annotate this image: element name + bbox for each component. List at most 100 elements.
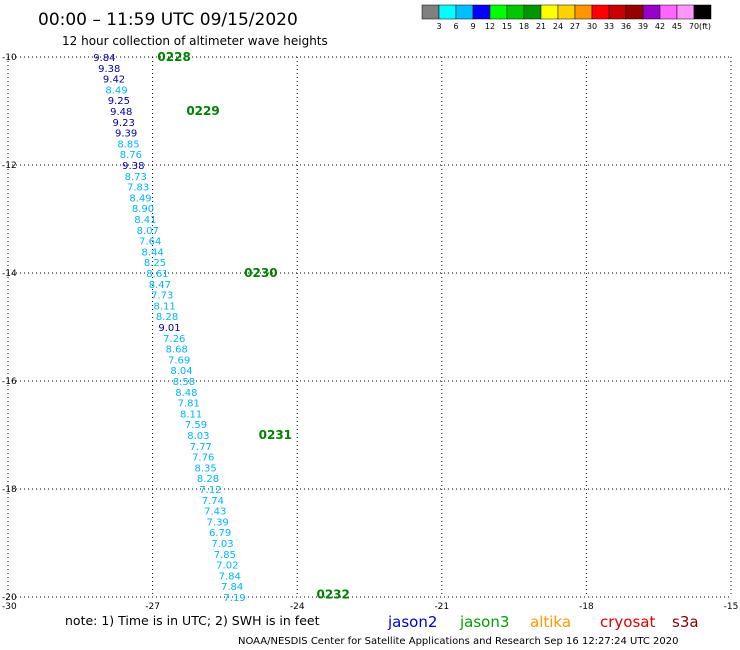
swh-value-label: 7.59 [185, 420, 207, 431]
swh-value-label: 8.07 [137, 226, 159, 237]
legend-jason2: jason2 [387, 613, 437, 631]
time-label: 0232 [316, 587, 349, 601]
color-scale-swatch [472, 4, 491, 20]
color-scale-label: 45 [672, 22, 682, 31]
color-scale-label: 70 [689, 22, 699, 31]
swh-value-label: 8.76 [120, 150, 142, 161]
swh-value-label: 7.83 [127, 183, 149, 194]
swh-value-label: 8.03 [187, 431, 209, 442]
time-label: 0229 [186, 104, 219, 118]
swh-value-label: 8.28 [156, 312, 178, 323]
swh-value-label: 8.11 [180, 409, 202, 420]
swh-value-label: 8.90 [132, 204, 154, 215]
swh-value-label: 7.84 [219, 571, 241, 582]
color-scale-swatch [642, 4, 661, 20]
color-scale-unit: (ft) [699, 22, 711, 31]
color-scale-swatch [438, 4, 457, 20]
swh-value-label: 8.68 [166, 345, 188, 356]
color-scale-label: 15 [502, 22, 512, 31]
swh-value-label: 9.38 [122, 161, 144, 172]
axis-ticks: -10 -12 -14 -16 -18 -20 -27 -24 -21 -18 -15 -30 [2, 53, 738, 612]
x-tick-label: -15 [724, 602, 739, 612]
data-points: 9.849.389.428.499.259.489.239.398.858.76… [93, 53, 245, 604]
color-scale-swatch [659, 4, 678, 20]
swh-value-label: 7.64 [139, 237, 161, 248]
color-scale-label: 39 [638, 22, 648, 31]
color-scale-label: 9 [470, 22, 475, 31]
color-scale-label: 24 [553, 22, 563, 31]
color-scale-swatch [489, 4, 508, 20]
swh-value-label: 8.58 [173, 377, 195, 388]
swh-value-label: 8.04 [170, 366, 192, 377]
swh-value-label: 9.48 [110, 107, 132, 118]
color-scale-swatch [591, 4, 610, 20]
color-scale-swatch [625, 4, 644, 20]
swh-value-label: 7.02 [216, 561, 238, 572]
swh-value-label: 7.74 [202, 496, 224, 507]
note-text: note: 1) Time is in UTC; 2) SWH is in fe… [65, 613, 320, 628]
color-scale-label: 33 [604, 22, 614, 31]
time-labels: 0228 0229 0230 0231 0232 [157, 50, 349, 601]
color-scale-swatch [557, 4, 576, 20]
legend-cryosat: cryosat [600, 613, 655, 631]
y-tick-label: -14 [2, 269, 17, 279]
time-label: 0230 [244, 266, 277, 280]
swh-value-label: 7.81 [178, 399, 200, 410]
color-scale-swatch [523, 4, 542, 20]
y-tick-label: -16 [2, 377, 17, 387]
swh-value-label: 8.48 [175, 388, 197, 399]
swh-value-label: 7.39 [207, 517, 229, 528]
swh-value-label: 9.25 [108, 96, 130, 107]
color-scale-swatch [506, 4, 525, 20]
swh-value-label: 7.77 [190, 442, 212, 453]
color-scale-swatch [676, 4, 695, 20]
color-scale-label: 36 [621, 22, 631, 31]
swh-value-label: 9.23 [113, 118, 135, 129]
swh-value-label: 7.19 [223, 593, 245, 604]
swh-value-label: 8.41 [134, 215, 156, 226]
swh-value-label: 7.26 [163, 334, 185, 345]
x-tick-label: -21 [434, 602, 449, 612]
legend-altika: altika [530, 613, 571, 631]
satellite-legend: jason2 jason3 altika cryosat s3a [387, 613, 699, 631]
swh-value-label: 8.44 [141, 247, 163, 258]
color-scale-swatch [421, 4, 440, 20]
y-tick-label: -18 [2, 485, 17, 495]
time-label: 0228 [157, 50, 190, 64]
chart-title: 00:00 – 11:59 UTC 09/15/2020 [38, 10, 298, 30]
swh-value-label: 7.73 [151, 291, 173, 302]
color-scale-swatch [608, 4, 627, 20]
swh-value-label: 7.03 [211, 539, 233, 550]
y-tick-label: -12 [2, 161, 17, 171]
swh-value-label: 7.85 [214, 550, 236, 561]
x-tick-label: -27 [145, 602, 160, 612]
swh-value-label: 9.01 [158, 323, 180, 334]
swh-value-label: 8.49 [105, 85, 127, 96]
color-scale-label: 42 [655, 22, 665, 31]
wave-height-color-scale: 3 6 9 12 15 18 21 24 27 30 33 36 39 42 45 70 (ft) [421, 4, 712, 31]
color-scale-label: 18 [519, 22, 529, 31]
swh-value-label: 8.25 [144, 258, 166, 269]
swh-value-label: 9.39 [115, 129, 137, 140]
color-scale-label: 30 [587, 22, 597, 31]
time-label: 0231 [259, 428, 292, 442]
legend-jason3: jason3 [459, 613, 509, 631]
swh-value-label: 9.42 [103, 75, 125, 86]
color-scale-label: 27 [570, 22, 580, 31]
color-scale-swatch [455, 4, 474, 20]
swh-value-label: 8.85 [117, 139, 139, 150]
color-scale-label: 12 [485, 22, 495, 31]
swh-value-label: 7.43 [204, 507, 226, 518]
legend-s3a: s3a [672, 613, 699, 631]
swh-value-label: 9.38 [98, 64, 120, 75]
x-tick-label: -30 [2, 602, 17, 612]
y-tick-label: -20 [2, 593, 17, 603]
swh-value-label: 8.28 [197, 474, 219, 485]
credit-text: NOAA/NESDIS Center for Satellite Applica… [238, 636, 679, 647]
chart-grid [7, 56, 732, 598]
swh-value-label: 9.84 [93, 53, 115, 64]
swh-value-label: 8.61 [146, 269, 168, 280]
color-scale-swatch [574, 4, 593, 20]
swh-value-label: 7.69 [168, 355, 190, 366]
